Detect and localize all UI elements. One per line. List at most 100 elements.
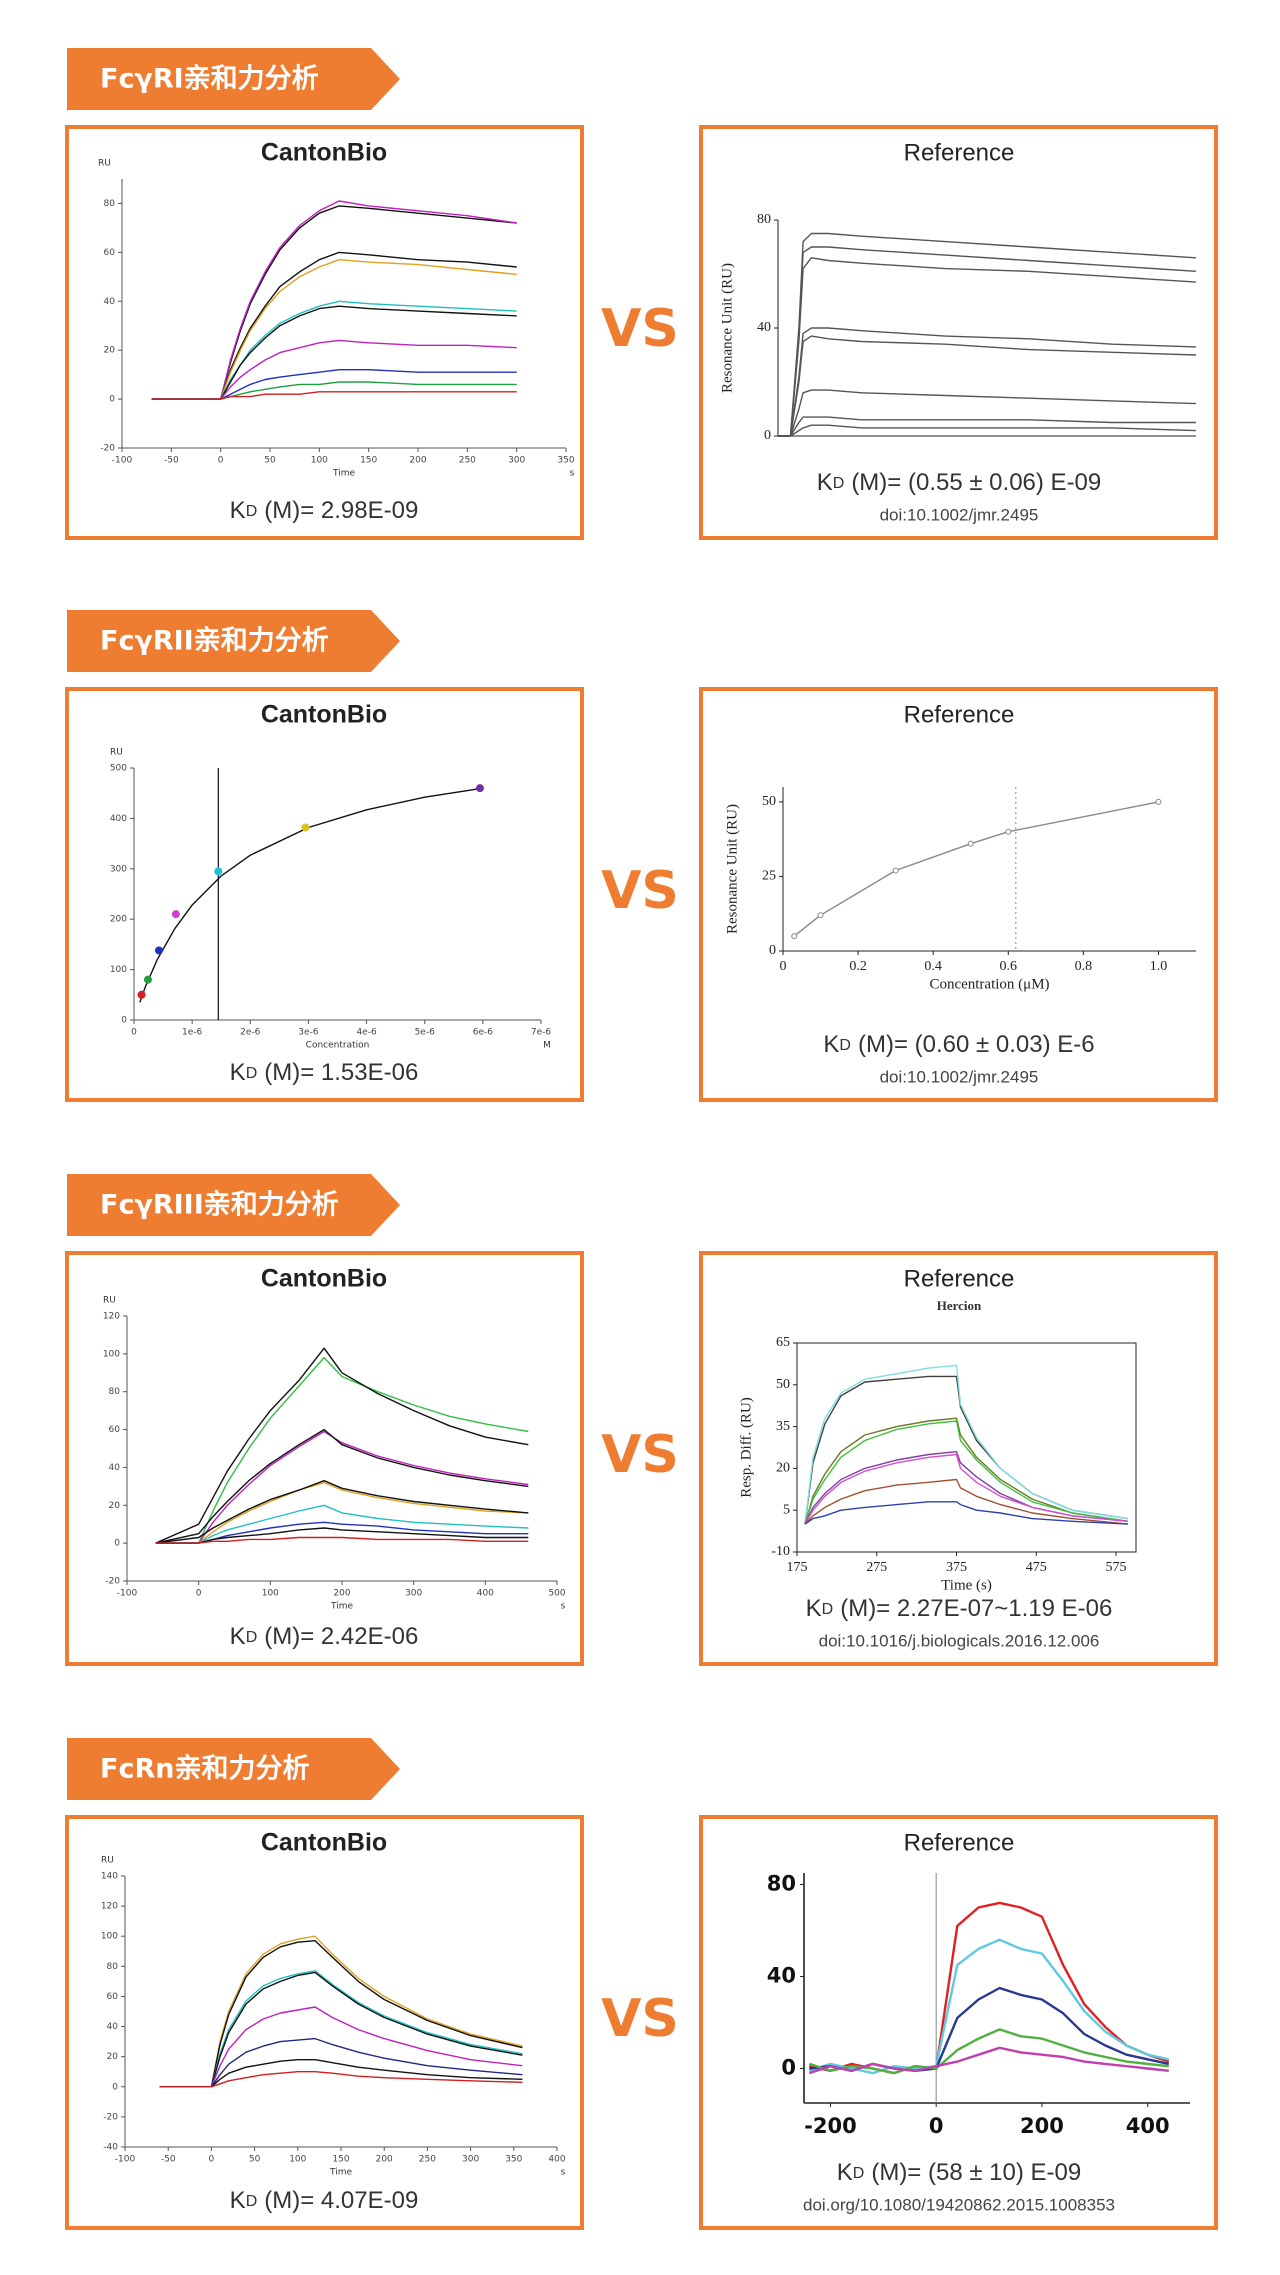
kd-subscript: D bbox=[246, 1065, 258, 1082]
x-tick-label: 3e-6 bbox=[298, 1028, 319, 1038]
panel-frame bbox=[65, 1815, 584, 2230]
x-tick-label: 100 bbox=[262, 1589, 279, 1599]
kd-value: (M)= 2.98E-09 bbox=[264, 497, 418, 524]
data-line bbox=[778, 389, 1197, 437]
data-line bbox=[155, 1536, 529, 1544]
x-tick-label: 300 bbox=[508, 456, 525, 466]
x-tick-label: -100 bbox=[112, 456, 133, 466]
data-line bbox=[778, 424, 1197, 437]
x-axis-unit: s bbox=[570, 469, 575, 479]
y-tick-label: 80 bbox=[109, 1387, 121, 1397]
x-tick-label: 300 bbox=[405, 1589, 422, 1599]
kd-value: (M)= (58 ± 10) E-09 bbox=[871, 2159, 1081, 2186]
x-tick-label: 1e-6 bbox=[182, 1028, 203, 1038]
data-line bbox=[151, 205, 517, 400]
chart-title: Reference bbox=[904, 139, 1015, 166]
kd-symbol: K bbox=[230, 1623, 246, 1650]
x-tick-label: 200 bbox=[333, 1589, 350, 1599]
data-line bbox=[151, 369, 517, 400]
y-tick-label: 20 bbox=[109, 1501, 121, 1511]
x-tick-label: 100 bbox=[311, 456, 328, 466]
data-line bbox=[155, 1504, 529, 1544]
x-tick-label: -200 bbox=[804, 2114, 857, 2138]
data-line bbox=[804, 1478, 1129, 1525]
x-axis-label: Time bbox=[329, 2168, 352, 2178]
x-tick-label: 100 bbox=[289, 2155, 306, 2165]
kd-value: (M)= (0.60 ± 0.03) E-6 bbox=[858, 1031, 1095, 1058]
kd-annotation: KD (M)= (0.60 ± 0.03) E-6 bbox=[823, 1031, 1094, 1058]
section-banner bbox=[67, 610, 400, 672]
data-line bbox=[155, 1347, 529, 1544]
doi-reference: doi:10.1002/jmr.2495 bbox=[880, 505, 1039, 524]
x-tick-label: -50 bbox=[164, 456, 179, 466]
doi-reference: doi.org/10.1080/19420862.2015.1008353 bbox=[803, 2195, 1115, 2214]
y-tick-label: 5 bbox=[783, 1502, 790, 1517]
y-axis-label: RU bbox=[110, 748, 123, 758]
chart-title: Reference bbox=[904, 1265, 1015, 1292]
y-axis-label: RU bbox=[101, 1856, 114, 1866]
kd-symbol: K bbox=[230, 2187, 246, 2214]
y-axis-label: Resp. Diff. (RU) bbox=[738, 1397, 754, 1498]
y-tick-label: 140 bbox=[101, 1872, 118, 1882]
y-tick-label: 0 bbox=[121, 1016, 127, 1026]
y-tick-label: 120 bbox=[101, 1902, 118, 1912]
doi-reference: doi:10.1016/j.biologicals.2016.12.006 bbox=[819, 1631, 1100, 1650]
data-line bbox=[151, 259, 517, 400]
x-tick-label: 200 bbox=[409, 456, 426, 466]
x-tick-label: -50 bbox=[161, 2155, 176, 2165]
kd-annotation: KD (M)= 1.53E-06 bbox=[230, 1059, 419, 1086]
x-axis-label: Time bbox=[332, 469, 355, 479]
kd-subscript: D bbox=[246, 2193, 258, 2210]
y-tick-label: 100 bbox=[110, 965, 127, 975]
x-tick-label: 0 bbox=[131, 1028, 137, 1038]
x-tick-label: 250 bbox=[459, 456, 476, 466]
x-axis-unit: s bbox=[561, 2168, 566, 2178]
y-tick-label: 65 bbox=[776, 1335, 790, 1350]
y-tick-label: 0 bbox=[114, 1539, 120, 1549]
kd-subscript: D bbox=[246, 503, 258, 520]
y-tick-label: 200 bbox=[110, 915, 127, 925]
y-tick-label: -20 bbox=[105, 1577, 120, 1587]
y-tick-label: 100 bbox=[101, 1932, 118, 1942]
kd-annotation: KD (M)= 2.27E-07~1.19 E-06 bbox=[806, 1595, 1113, 1622]
y-axis-label: Resonance Unit (RU) bbox=[724, 804, 740, 934]
y-axis-label: RU bbox=[98, 159, 111, 169]
panel-frame bbox=[65, 1251, 584, 1666]
data-line bbox=[778, 416, 1196, 437]
x-tick-label: -100 bbox=[117, 1589, 138, 1599]
y-tick-label: 0 bbox=[769, 943, 776, 958]
data-line bbox=[151, 339, 517, 400]
x-axis-label: Time bbox=[330, 1602, 353, 1612]
x-tick-label: 50 bbox=[249, 2155, 261, 2165]
data-point bbox=[817, 912, 824, 919]
data-line bbox=[155, 1356, 529, 1544]
y-tick-label: 500 bbox=[110, 764, 127, 774]
data-point bbox=[475, 784, 484, 793]
x-tick-label: 275 bbox=[866, 1560, 887, 1575]
data-line bbox=[139, 787, 484, 1003]
vs-label: VS bbox=[601, 1425, 679, 1485]
section-heading: FcγRI亲和力分析 bbox=[100, 64, 319, 95]
x-axis-label: Concentration (μM) bbox=[929, 976, 1049, 992]
kd-symbol: K bbox=[837, 2159, 853, 2186]
x-tick-label: 300 bbox=[462, 2155, 479, 2165]
y-tick-label: 25 bbox=[762, 869, 776, 884]
data-point bbox=[214, 867, 223, 876]
y-tick-label: 0 bbox=[764, 428, 771, 443]
y-tick-label: 40 bbox=[107, 2022, 119, 2032]
y-tick-label: 40 bbox=[757, 320, 771, 335]
data-line bbox=[793, 801, 1159, 937]
x-tick-label: 0 bbox=[209, 2155, 215, 2165]
x-tick-label: 375 bbox=[946, 1560, 967, 1575]
data-line bbox=[151, 391, 517, 400]
y-tick-label: 20 bbox=[107, 2052, 119, 2062]
x-tick-label: 6e-6 bbox=[473, 1028, 494, 1038]
kd-annotation: KD (M)= (58 ± 10) E-09 bbox=[837, 2159, 1081, 2186]
x-tick-label: 1.0 bbox=[1150, 959, 1168, 974]
y-tick-label: 50 bbox=[762, 794, 776, 809]
x-axis-label: Concentration bbox=[306, 1041, 370, 1051]
kd-subscript: D bbox=[246, 1629, 258, 1646]
x-tick-label: 0 bbox=[218, 456, 224, 466]
data-line bbox=[155, 1480, 529, 1544]
kd-annotation: KD (M)= 4.07E-09 bbox=[230, 2187, 419, 2214]
